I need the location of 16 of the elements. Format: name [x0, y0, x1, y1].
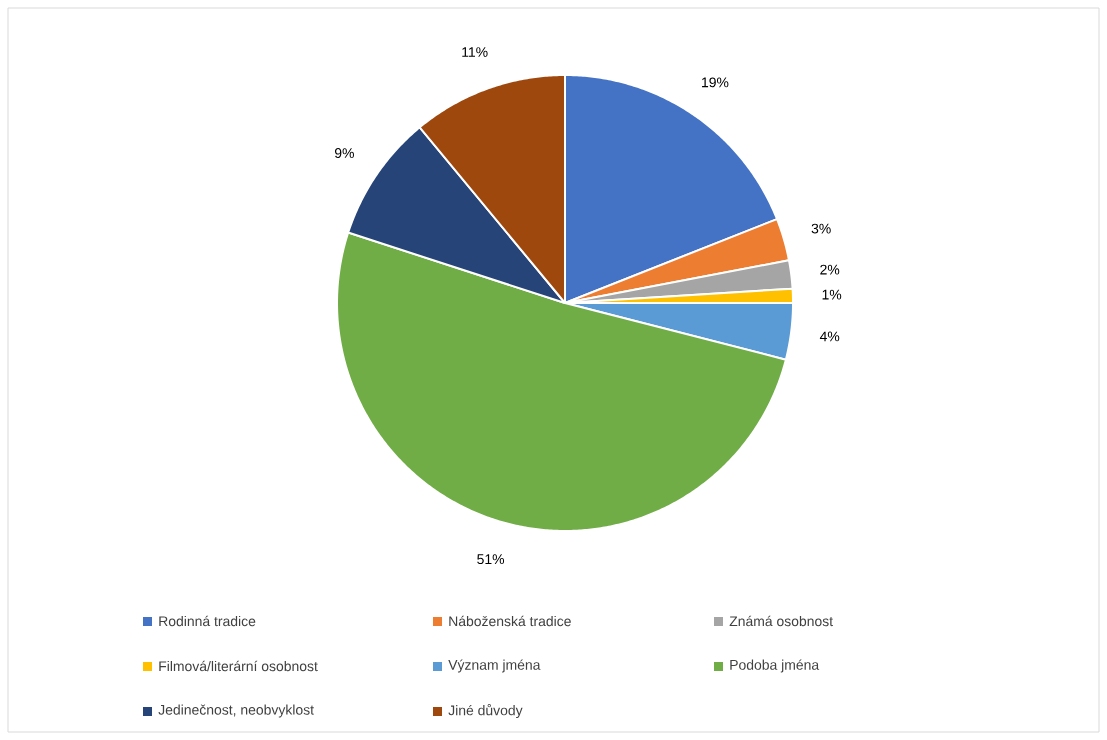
legend-label: Jiné důvody — [448, 703, 523, 719]
legend-label: Rodinná tradice — [159, 615, 256, 627]
data-label: 9% — [334, 148, 354, 159]
legend-label: Podoba jména — [730, 659, 820, 673]
legend-label: Filmová/literární osobnost — [159, 660, 318, 672]
data-label: 3% — [811, 223, 831, 234]
legend-label: Známá osobnost — [729, 615, 833, 627]
data-label: 19% — [702, 77, 729, 88]
data-label: 51% — [477, 554, 505, 565]
data-label: 11% — [462, 47, 488, 57]
data-label: 2% — [820, 264, 840, 275]
legend-label: Jedinečnost, neobvyklost — [158, 704, 314, 718]
data-label: 4% — [819, 331, 840, 342]
legend-label: Význam jména — [448, 659, 541, 673]
data-label: 1% — [822, 289, 842, 300]
legend-label: Náboženská tradice — [449, 615, 571, 627]
